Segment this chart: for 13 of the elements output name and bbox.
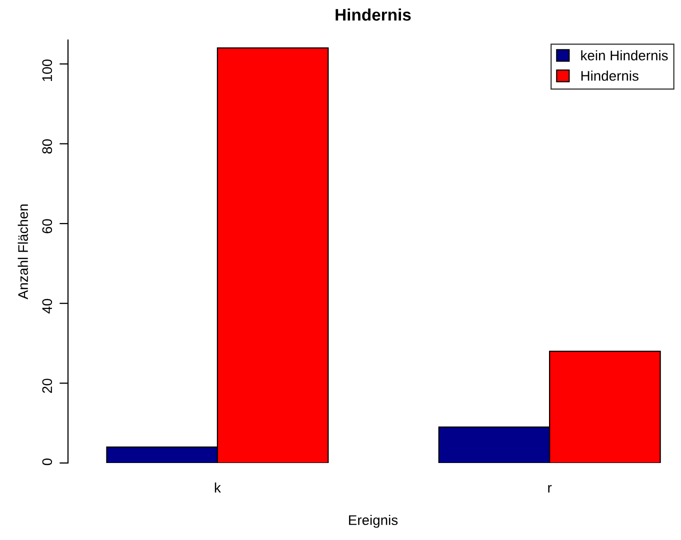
x-tick-label: k [214, 482, 221, 493]
y-axis-title: Anzahl Flächen [18, 204, 28, 300]
chart-title: Hindernis [336, 8, 411, 21]
legend-label: Hindernis [581, 70, 638, 81]
y-tick-label: 0 [42, 458, 52, 466]
y-tick-label: 60 [42, 219, 52, 234]
y-tick-label: 40 [42, 298, 52, 314]
x-tick-label: r [548, 485, 552, 493]
y-tick-label: 100 [42, 59, 52, 82]
x-axis-title: Ereignis [349, 514, 398, 528]
legend-label: kein Hindernis [581, 50, 668, 60]
y-tick-label: 20 [42, 378, 52, 393]
y-tick-label: 80 [42, 139, 52, 154]
